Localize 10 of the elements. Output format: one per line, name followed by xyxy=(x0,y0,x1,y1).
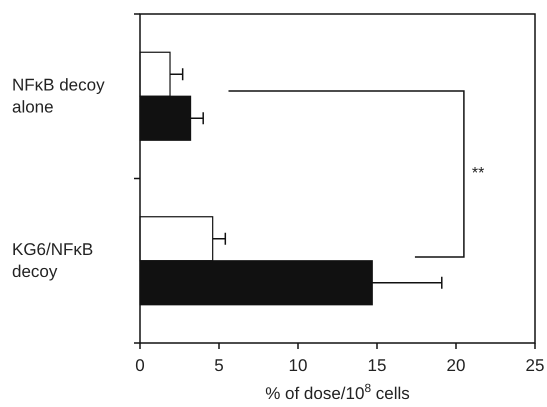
y-tick-label: KG6/NFκB decoy xyxy=(12,240,94,281)
x-axis-title: % of dose/10$^{8}$ cells xyxy=(265,381,410,403)
annotation: ** xyxy=(472,165,484,182)
x-tick-label: 20 xyxy=(446,356,466,375)
y-tick-label: NFκB decoy alone xyxy=(12,75,106,116)
x-tick-label: 25 xyxy=(526,356,544,375)
x-tick-label: 15 xyxy=(368,356,386,375)
x-tick-label: 5 xyxy=(214,356,224,375)
x-tick-label: 10 xyxy=(288,356,308,375)
x-tick-label: 0 xyxy=(135,356,145,375)
